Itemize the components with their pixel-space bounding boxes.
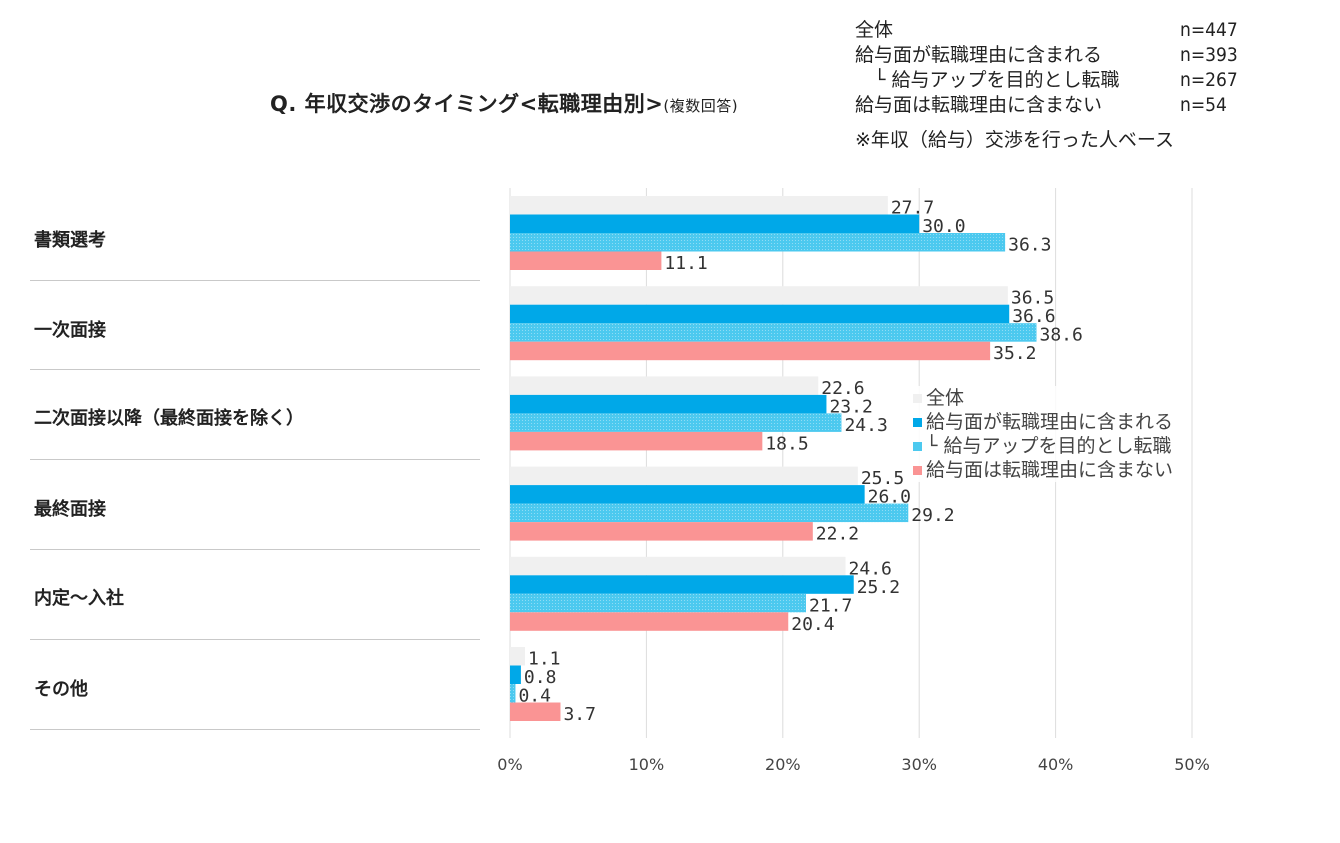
- value-label: 0.4: [518, 686, 551, 707]
- value-label: 36.6: [1012, 306, 1055, 327]
- category-separator: [30, 729, 480, 730]
- category-label: 二次面接以降（最終面接を除く）: [34, 408, 304, 429]
- bar: [510, 341, 991, 361]
- x-tick-label: 0%: [497, 755, 522, 774]
- legend-label: 給与面が転職理由に含まれる: [926, 411, 1174, 433]
- bar: [510, 286, 1008, 305]
- legend-swatch: [913, 465, 922, 475]
- bar: [510, 485, 865, 504]
- bar: [510, 376, 819, 395]
- chart-title-suffix: (複数回答): [663, 97, 739, 115]
- bar: [510, 593, 806, 613]
- sample-row: 給与面が転職理由に含まれる n=393: [855, 43, 1240, 68]
- value-label: 35.2: [993, 343, 1036, 364]
- bar: [510, 503, 909, 523]
- sample-n: n=54: [1180, 94, 1227, 116]
- value-label: 29.2: [911, 505, 954, 526]
- bar: [510, 196, 888, 215]
- category-separator: [30, 280, 480, 281]
- bar: [510, 522, 813, 541]
- sample-n: n=393: [1180, 44, 1238, 66]
- value-label: 24.6: [849, 558, 892, 579]
- sample-n: n=447: [1180, 19, 1238, 41]
- x-tick-label: 10%: [629, 755, 665, 774]
- x-tick-label: 50%: [1174, 755, 1210, 774]
- x-tick-label: 20%: [765, 755, 801, 774]
- sample-label: 給与面は転職理由に含まない: [855, 94, 1103, 116]
- category-label: その他: [34, 679, 88, 700]
- bar: [510, 233, 1006, 252]
- legend: 全体 給与面が転職理由に含まれる └ 給与アップを目的とし転職 給与面は転職理由…: [913, 386, 1174, 482]
- value-label: 22.6: [821, 378, 864, 399]
- category-label: 書類選考: [34, 230, 106, 251]
- legend-label: 給与面は転職理由に含まない: [926, 459, 1174, 481]
- chart-title: Q. 年収交渉のタイミング<転職理由別>(複数回答): [270, 88, 738, 118]
- sample-size-block: 全体 n=447 給与面が転職理由に含まれる n=393 └ 給与アップを目的とし転…: [855, 18, 1255, 153]
- category-separator: [30, 639, 480, 640]
- value-label: 26.0: [868, 487, 911, 508]
- base-note: ※年収（給与）交渉を行った人ベース: [855, 129, 1174, 151]
- chart-title-main: Q. 年収交渉のタイミング<転職理由別>: [270, 92, 664, 116]
- value-label: 23.2: [829, 396, 872, 417]
- x-tick-label: 40%: [1038, 755, 1074, 774]
- sample-label: 全体: [855, 19, 894, 41]
- bar: [510, 323, 1037, 342]
- legend-item: 給与面が転職理由に含まれる: [913, 410, 1173, 434]
- bar: [510, 647, 526, 666]
- legend-swatch: [913, 393, 922, 403]
- bar: [510, 214, 920, 233]
- value-label: 1.1: [528, 649, 561, 670]
- value-label: 38.6: [1040, 325, 1083, 346]
- sample-row: └ 給与アップを目的とし転職 n=267: [855, 68, 1240, 93]
- sample-label: └ 給与アップを目的とし転職: [855, 69, 1120, 91]
- sample-label: 給与面が転職理由に含まれる: [855, 44, 1103, 66]
- category-separator: [30, 369, 480, 370]
- category-label: 内定～入社: [34, 588, 124, 609]
- bar: [510, 702, 561, 721]
- value-label: 36.3: [1008, 235, 1051, 256]
- value-label: 0.8: [524, 667, 557, 688]
- category-label: 最終面接: [34, 499, 106, 520]
- value-label: 30.0: [922, 216, 965, 237]
- value-label: 18.5: [765, 433, 808, 454]
- legend-swatch: [913, 417, 922, 427]
- bar: [510, 251, 662, 270]
- category-separator: [30, 459, 480, 460]
- bar: [510, 466, 858, 486]
- sample-n: n=267: [1180, 69, 1238, 91]
- value-label: 36.5: [1011, 288, 1054, 309]
- legend-label: └ 給与アップを目的とし転職: [926, 435, 1172, 457]
- bar: [510, 684, 516, 703]
- value-label: 22.2: [816, 524, 859, 545]
- legend-item: └ 給与アップを目的とし転職: [913, 434, 1173, 458]
- x-tick-label: 30%: [901, 755, 937, 774]
- value-label: 21.7: [809, 595, 852, 616]
- bar: [510, 413, 842, 432]
- bar: [510, 665, 521, 684]
- value-label: 11.1: [664, 253, 707, 274]
- bar: [510, 304, 1010, 324]
- legend-label: 全体: [926, 387, 965, 409]
- category-label: 一次面接: [34, 320, 106, 341]
- legend-swatch: [913, 441, 922, 451]
- value-label: 25.2: [857, 577, 900, 598]
- value-label: 27.7: [891, 198, 934, 219]
- legend-item: 全体: [913, 386, 1173, 410]
- bar: [510, 556, 846, 576]
- bar: [510, 612, 789, 631]
- value-label: 3.7: [563, 704, 596, 725]
- value-label: 25.5: [861, 468, 904, 489]
- category-separator: [30, 549, 480, 550]
- sample-row: 給与面は転職理由に含まない n=54: [855, 93, 1240, 118]
- bar: [510, 575, 854, 594]
- value-label: 24.3: [844, 415, 887, 436]
- sample-row: 全体 n=447: [855, 18, 1240, 43]
- value-label: 20.4: [791, 614, 834, 635]
- legend-item: 給与面は転職理由に含まない: [913, 458, 1173, 482]
- bar: [510, 394, 827, 414]
- bar: [510, 431, 763, 451]
